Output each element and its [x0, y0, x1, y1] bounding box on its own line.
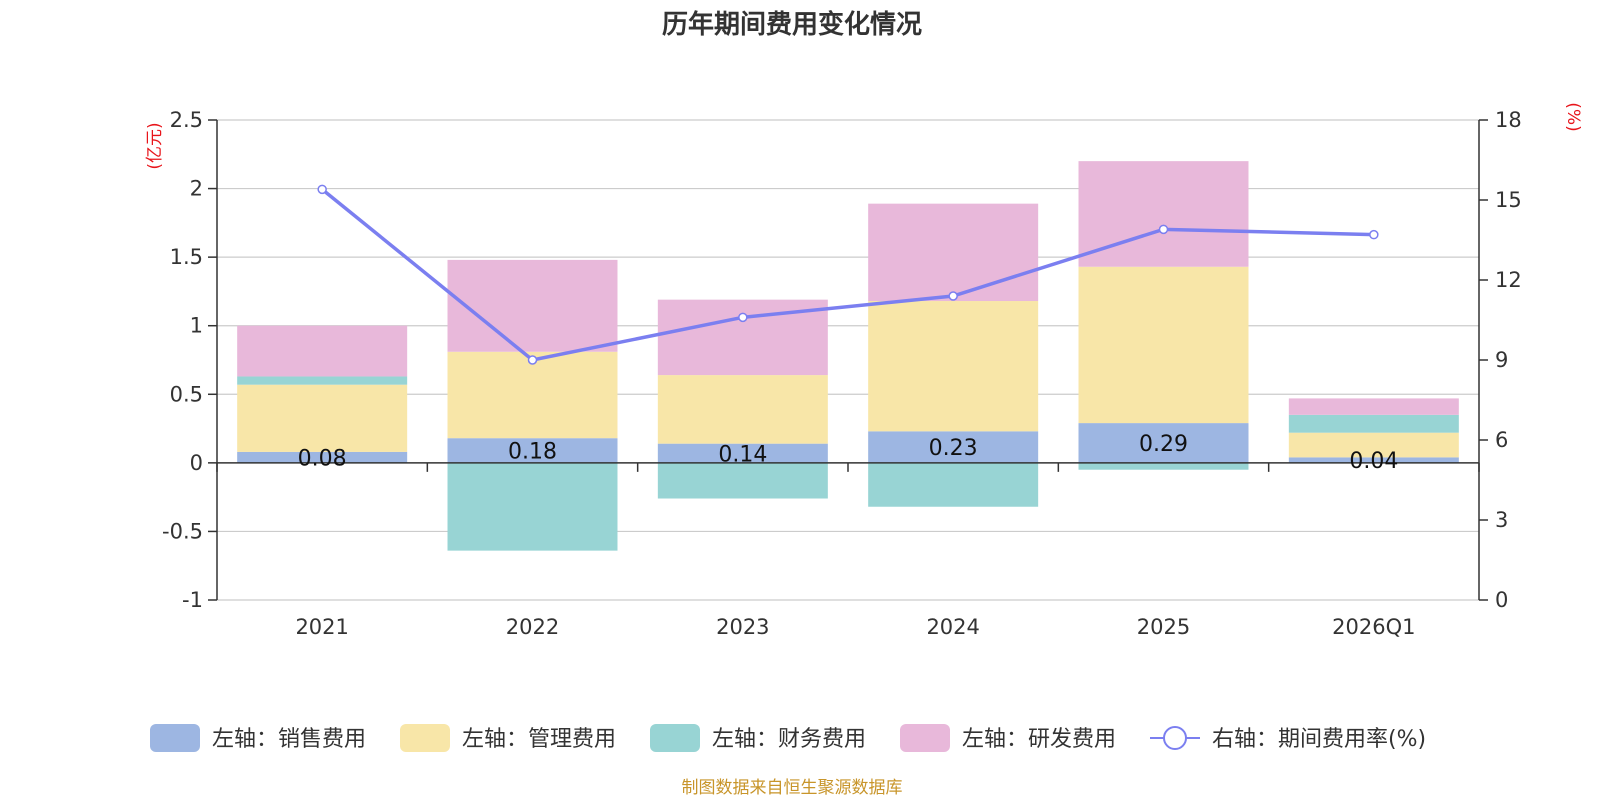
- bar-segment: [237, 451, 408, 463]
- data-label: 0.04: [1349, 449, 1398, 474]
- bar-segment: [1288, 432, 1459, 458]
- right-tick-label: 12: [1495, 268, 1522, 292]
- bar-segment: [868, 203, 1039, 302]
- rate-point: [1158, 224, 1169, 235]
- legend-label: 左轴：销售费用: [212, 727, 366, 752]
- legend-label: 左轴：管理费用: [462, 727, 616, 752]
- data-label: 0.14: [718, 442, 767, 467]
- bar-segment: [868, 301, 1039, 432]
- legend-swatch: [400, 724, 450, 752]
- right-tick-label: 9: [1495, 348, 1508, 372]
- rate-line-path: [321, 187, 1374, 362]
- x-tick-label: 2024: [926, 615, 979, 639]
- bar-segment: [1078, 462, 1249, 470]
- bar-segment: [1288, 414, 1459, 433]
- left-tick-label: 1: [190, 314, 203, 338]
- legend-label: 左轴：财务费用: [712, 727, 866, 752]
- rate-point: [317, 184, 327, 195]
- legend-swatch: [900, 724, 950, 752]
- rate-point: [1369, 229, 1379, 240]
- x-tick-label: 2023: [716, 615, 769, 639]
- bar-segment: [657, 443, 828, 463]
- rate-line: [317, 184, 1379, 365]
- bar-segment: [1078, 161, 1249, 267]
- rate-point: [738, 312, 748, 323]
- data-label: 0.29: [1139, 432, 1188, 457]
- right-axis-unit: (%): [1563, 102, 1583, 131]
- axes: -1 -0.5 0 0.5 1 1.5 2 2.5 0 3 6 9 12 15 18 2021 2022 2023…: [162, 108, 1522, 639]
- bar-segment: [447, 351, 618, 439]
- legend-label: 右轴：期间费用率(%): [1212, 727, 1426, 752]
- bar-segment: [657, 462, 828, 499]
- bar-segment: [447, 462, 618, 551]
- bar-segment: [1288, 457, 1459, 463]
- bar-segment: [868, 431, 1039, 463]
- x-tick-label: 2022: [506, 615, 559, 639]
- bar-segment: [447, 259, 618, 352]
- data-label: 0.23: [929, 436, 978, 461]
- data-label: 0.08: [298, 446, 347, 471]
- left-axis-unit: (亿元): [145, 122, 165, 169]
- legend: 左轴：销售费用 左轴：管理费用 左轴：财务费用 左轴：研发费用 右轴：期间费用率(%): [150, 724, 1426, 752]
- data-label: 0.18: [508, 440, 557, 465]
- rate-point: [527, 355, 538, 365]
- right-tick-label: 3: [1495, 508, 1508, 532]
- bars: [237, 161, 1459, 551]
- left-tick-label: 0: [190, 451, 203, 475]
- legend-label: 左轴：研发费用: [962, 727, 1116, 752]
- legend-swatch: [150, 724, 200, 752]
- x-tick-label: 2026Q1: [1332, 615, 1415, 639]
- left-tick-label: 2: [190, 177, 203, 201]
- left-tick-label: 0.5: [170, 382, 203, 406]
- chart-title: 历年期间费用变化情况: [662, 9, 922, 40]
- left-tick-label: -0.5: [162, 519, 203, 543]
- right-tick-label: 6: [1495, 428, 1508, 452]
- right-tick-label: 0: [1495, 588, 1508, 612]
- bar-segment: [1078, 266, 1249, 424]
- bar-segment: [237, 384, 408, 452]
- bar-segment: [657, 375, 828, 444]
- left-tick-label: 2.5: [170, 108, 203, 132]
- bar-segment: [237, 325, 408, 377]
- right-tick-label: 15: [1495, 188, 1522, 212]
- left-tick-label: -1: [182, 588, 203, 612]
- grid-lines: [217, 119, 1479, 601]
- bar-segment: [868, 462, 1039, 507]
- bar-segment: [1078, 423, 1249, 463]
- rate-point: [948, 291, 958, 301]
- source-note: 制图数据来自恒生聚源数据库: [682, 778, 903, 798]
- x-tick-label: 2025: [1137, 615, 1190, 639]
- right-tick-label: 18: [1495, 108, 1522, 132]
- x-tick-label: 2021: [295, 615, 348, 639]
- bar-segment: [1288, 398, 1459, 415]
- legend-swatch: [650, 724, 700, 752]
- bar-segment: [237, 376, 408, 385]
- data-labels: 0.08 0.18 0.14 0.23 0.29 0.04: [298, 432, 1399, 474]
- legend-marker: [1163, 726, 1187, 750]
- bar-segment: [447, 438, 618, 463]
- left-tick-label: 1.5: [170, 245, 203, 269]
